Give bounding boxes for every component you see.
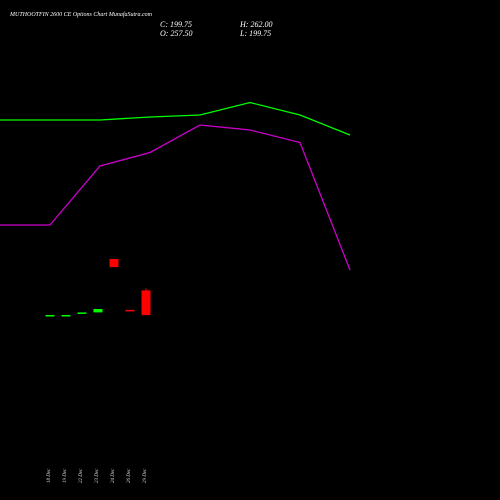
- open-value: O: 257.50: [160, 29, 192, 38]
- candle-18-dec: [45, 315, 55, 317]
- candle-body: [109, 259, 119, 268]
- candle-body: [141, 290, 151, 316]
- x-tick-label: 22 Dec: [79, 468, 84, 483]
- candlesticks: [45, 259, 151, 317]
- x-tick-label: 26 Dec: [127, 468, 132, 483]
- indicator-line-1: [0, 101, 351, 136]
- candle-29-dec: [141, 288, 151, 316]
- x-tick-label: 24 Dec: [111, 468, 116, 483]
- chart-title: MUTHOOTFIN 2600 CE Options Chart MunafaS…: [9, 11, 153, 18]
- indicator-lines: [0, 101, 351, 271]
- low-value: L: 199.75: [239, 29, 271, 38]
- high-value: H: 262.00: [239, 20, 272, 29]
- candle-body: [61, 315, 71, 317]
- candle-19-dec: [61, 315, 71, 317]
- x-tick-label: 18 Dec: [47, 468, 52, 483]
- candle-body: [125, 309, 135, 312]
- candle-body: [77, 312, 87, 314]
- candle-24-dec: [109, 259, 119, 268]
- candle-body: [93, 309, 103, 313]
- x-tick-label: 19 Dec: [63, 468, 68, 483]
- candle-22-dec: [77, 312, 87, 314]
- x-tick-label: 29 Dec: [143, 468, 148, 483]
- indicator-line-2: [0, 124, 351, 271]
- candle-23-dec: [93, 309, 103, 313]
- candle-26-dec: [125, 309, 135, 312]
- x-axis-ticks: 18 Dec 19 Dec 22 Dec 23 Dec 24 Dec 26 Dec 29 D…: [47, 468, 148, 483]
- candle-body: [45, 315, 55, 317]
- close-value: C: 199.75: [160, 20, 192, 29]
- x-tick-label: 23 Dec: [95, 468, 100, 483]
